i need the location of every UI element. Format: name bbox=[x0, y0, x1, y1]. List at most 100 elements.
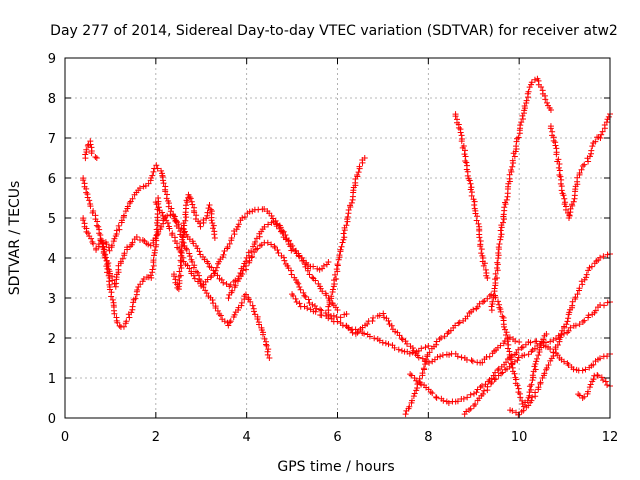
data-point bbox=[115, 222, 122, 229]
data-point bbox=[170, 212, 177, 219]
data-point bbox=[495, 298, 502, 305]
data-point bbox=[576, 285, 583, 292]
data-point bbox=[436, 336, 443, 343]
data-point bbox=[570, 198, 577, 205]
data-point bbox=[550, 137, 557, 144]
data-point bbox=[126, 314, 133, 321]
data-point bbox=[503, 329, 510, 336]
data-point bbox=[564, 329, 571, 336]
data-point bbox=[178, 247, 185, 254]
data-point bbox=[529, 394, 536, 401]
data-point bbox=[153, 201, 160, 208]
data-point bbox=[282, 231, 289, 238]
data-point bbox=[543, 331, 550, 337]
series-track-7 bbox=[225, 239, 350, 321]
data-point bbox=[136, 185, 143, 192]
data-point bbox=[417, 379, 424, 386]
data-point bbox=[564, 318, 571, 325]
data-point bbox=[100, 250, 107, 257]
x-tick-label: 10 bbox=[511, 430, 528, 445]
data-point bbox=[354, 171, 361, 178]
data-point bbox=[211, 235, 218, 241]
data-point bbox=[84, 142, 91, 149]
data-point bbox=[515, 346, 522, 353]
data-point bbox=[356, 163, 363, 170]
data-point bbox=[583, 271, 590, 278]
data-point bbox=[528, 79, 535, 86]
data-point bbox=[477, 384, 484, 391]
data-point bbox=[275, 250, 282, 257]
data-point bbox=[305, 296, 312, 303]
data-point bbox=[429, 390, 436, 397]
y-tick-label: 9 bbox=[48, 52, 56, 67]
data-point bbox=[461, 411, 468, 418]
data-point bbox=[423, 356, 430, 363]
data-point bbox=[249, 253, 256, 260]
data-point bbox=[228, 235, 235, 242]
data-point bbox=[366, 333, 373, 340]
data-point bbox=[120, 323, 127, 330]
data-point bbox=[493, 274, 500, 281]
data-point bbox=[297, 286, 304, 293]
data-point bbox=[426, 359, 433, 366]
series-track-14 bbox=[452, 111, 491, 281]
data-point bbox=[379, 339, 386, 346]
data-point bbox=[512, 148, 519, 155]
data-point bbox=[596, 355, 603, 362]
data-point bbox=[376, 337, 383, 344]
data-point bbox=[467, 180, 474, 187]
data-point bbox=[565, 327, 572, 334]
data-point bbox=[581, 161, 588, 168]
data-point bbox=[302, 293, 309, 300]
data-point bbox=[566, 212, 573, 219]
data-point bbox=[168, 205, 175, 212]
data-point bbox=[164, 220, 171, 227]
data-point bbox=[415, 354, 422, 361]
data-point bbox=[186, 250, 193, 257]
data-point bbox=[604, 381, 611, 388]
data-point bbox=[241, 214, 248, 221]
data-point bbox=[388, 322, 395, 329]
data-point bbox=[232, 282, 239, 289]
data-point bbox=[186, 253, 193, 260]
data-point bbox=[343, 222, 350, 229]
data-point bbox=[259, 331, 266, 338]
data-point bbox=[197, 223, 204, 230]
data-point bbox=[213, 264, 220, 271]
data-point bbox=[129, 195, 136, 202]
data-point bbox=[517, 122, 524, 129]
data-point bbox=[445, 399, 452, 406]
y-tick-label: 2 bbox=[48, 332, 56, 347]
data-point bbox=[296, 253, 303, 260]
data-point bbox=[482, 266, 489, 273]
data-point bbox=[532, 361, 539, 368]
series-track-10 bbox=[325, 155, 368, 314]
data-point bbox=[211, 231, 218, 238]
data-point bbox=[118, 217, 125, 224]
data-point bbox=[311, 302, 318, 309]
data-point bbox=[103, 263, 110, 270]
data-point bbox=[590, 361, 597, 368]
data-point bbox=[478, 382, 485, 389]
data-point bbox=[409, 345, 416, 352]
data-point bbox=[507, 166, 514, 173]
data-point bbox=[204, 276, 211, 283]
data-point bbox=[403, 340, 410, 347]
data-point bbox=[261, 206, 268, 213]
data-point bbox=[499, 313, 506, 320]
y-tick-label: 8 bbox=[48, 92, 56, 107]
data-point bbox=[437, 353, 444, 360]
data-point bbox=[391, 344, 398, 351]
data-point bbox=[252, 246, 259, 253]
data-point bbox=[496, 304, 503, 311]
data-point bbox=[249, 302, 256, 309]
data-point bbox=[590, 376, 597, 383]
data-point bbox=[515, 134, 522, 141]
data-point bbox=[402, 411, 409, 418]
data-point bbox=[464, 313, 471, 320]
data-point bbox=[335, 256, 342, 263]
data-point bbox=[220, 279, 227, 286]
data-point bbox=[93, 222, 100, 229]
data-point bbox=[114, 319, 121, 326]
data-point bbox=[103, 241, 110, 248]
